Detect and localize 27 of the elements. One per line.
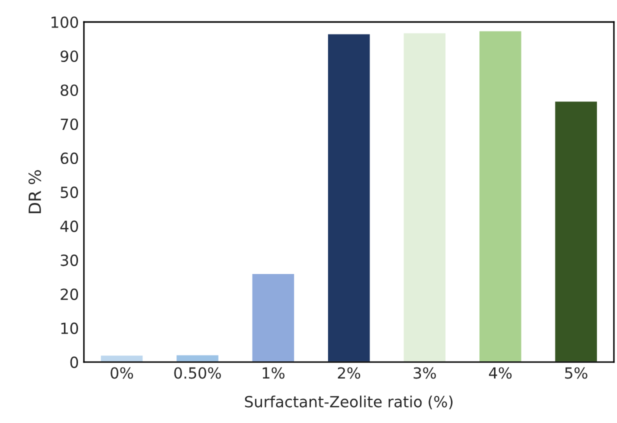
x-tick-label: 0.50% — [174, 367, 221, 379]
y-tick-label: 90 — [60, 50, 78, 62]
x-tick-label: 3% — [414, 367, 436, 379]
y-tick-label: 50 — [60, 186, 78, 198]
bar — [250, 272, 296, 362]
x-tick-label: 1% — [262, 367, 284, 379]
y-axis-title: DR % — [28, 170, 42, 214]
y-tick-label: 40 — [60, 220, 78, 232]
y-tick-label: 70 — [60, 118, 78, 130]
bar — [175, 354, 220, 362]
y-tick-label: 30 — [60, 254, 78, 266]
bar — [478, 30, 523, 362]
bar — [554, 100, 598, 362]
y-tick-label: 0 — [70, 356, 78, 368]
y-tick-label: 60 — [60, 152, 78, 164]
bar — [326, 32, 372, 362]
y-tick-label: 10 — [61, 322, 78, 334]
y-tick-label: 100 — [52, 16, 78, 28]
x-axis-title: Surfactant-Zeolite ratio (%) — [245, 396, 453, 410]
bar — [402, 32, 447, 362]
y-tick-label: 20 — [60, 288, 78, 300]
x-tick-label: 5% — [565, 367, 588, 379]
y-tick-label: 80 — [60, 84, 78, 96]
x-tick-label: 0% — [110, 367, 134, 379]
bar — [99, 354, 144, 362]
x-tick-label: 2% — [338, 367, 360, 379]
x-tick-label: 4% — [488, 367, 512, 379]
